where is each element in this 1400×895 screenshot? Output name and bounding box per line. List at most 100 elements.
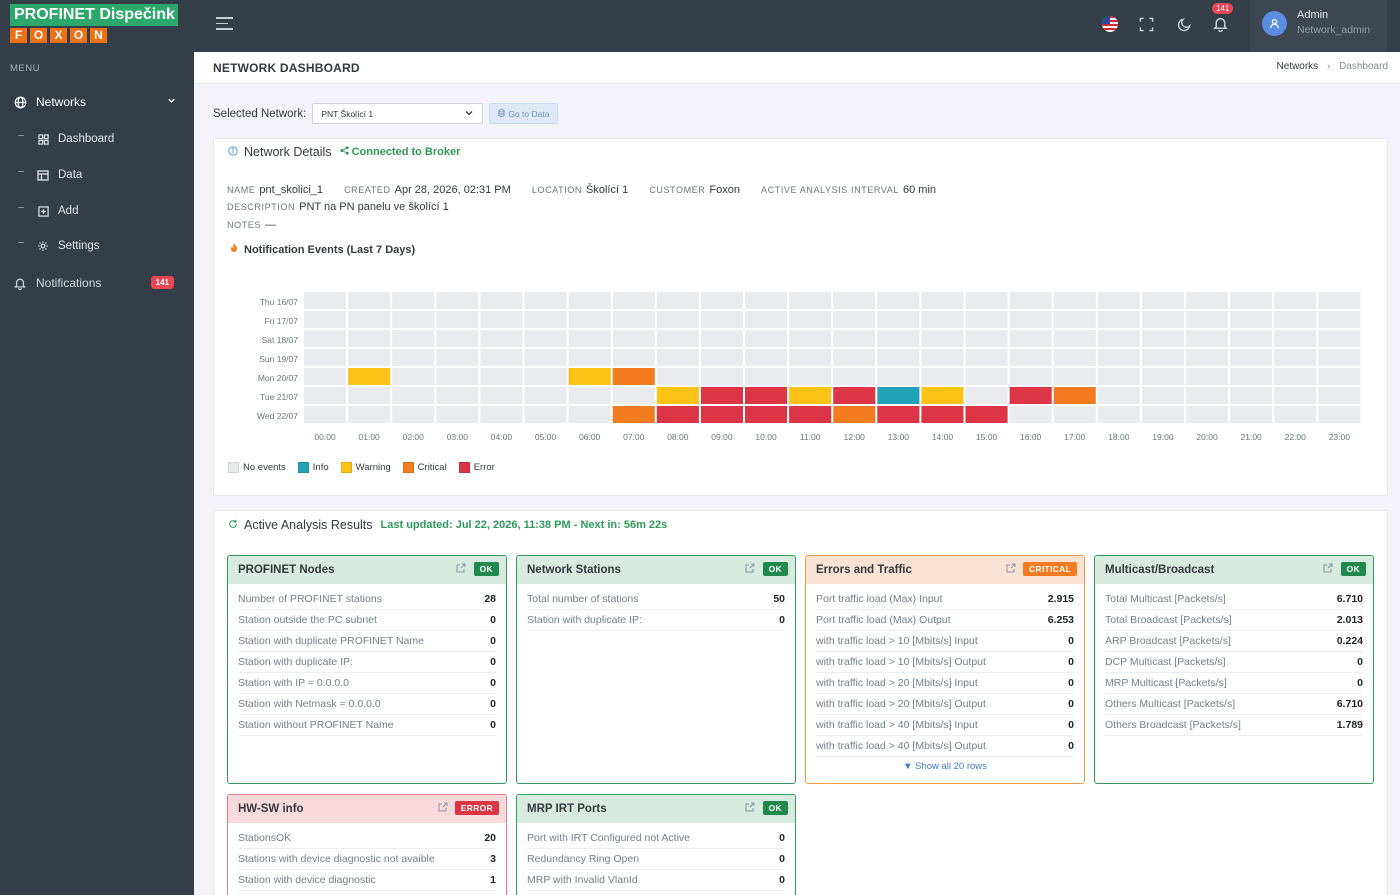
heatmap-cell[interactable] xyxy=(1009,311,1052,328)
heatmap-cell[interactable] xyxy=(921,387,964,404)
heatmap-cell[interactable] xyxy=(656,292,699,309)
heatmap-cell[interactable] xyxy=(745,311,788,328)
heatmap-cell[interactable] xyxy=(524,349,567,366)
heatmap-cell[interactable] xyxy=(480,406,523,423)
heatmap-cell[interactable] xyxy=(1053,406,1096,423)
external-link-icon[interactable] xyxy=(1323,563,1333,573)
heatmap-cell[interactable] xyxy=(392,311,435,328)
heatmap-cell[interactable] xyxy=(833,349,876,366)
heatmap-cell[interactable] xyxy=(612,349,655,366)
heatmap-cell[interactable] xyxy=(921,349,964,366)
heatmap-cell[interactable] xyxy=(877,387,920,404)
heatmap-cell[interactable] xyxy=(612,406,655,423)
heatmap-cell[interactable] xyxy=(1141,349,1184,366)
heatmap-cell[interactable] xyxy=(1230,311,1273,328)
heatmap-cell[interactable] xyxy=(1053,368,1096,385)
heatmap-cell[interactable] xyxy=(1141,368,1184,385)
heatmap-cell[interactable] xyxy=(745,292,788,309)
heatmap-cell[interactable] xyxy=(789,311,832,328)
heatmap-cell[interactable] xyxy=(436,330,479,347)
heatmap-cell[interactable] xyxy=(1230,387,1273,404)
heatmap-cell[interactable] xyxy=(877,330,920,347)
heatmap-cell[interactable] xyxy=(1318,330,1361,347)
heatmap-cell[interactable] xyxy=(965,311,1008,328)
heatmap-cell[interactable] xyxy=(877,406,920,423)
heatmap-cell[interactable] xyxy=(1186,292,1229,309)
heatmap-cell[interactable] xyxy=(436,311,479,328)
heatmap-cell[interactable] xyxy=(921,368,964,385)
heatmap-cell[interactable] xyxy=(568,387,611,404)
heatmap-cell[interactable] xyxy=(568,311,611,328)
heatmap-cell[interactable] xyxy=(1009,406,1052,423)
heatmap-cell[interactable] xyxy=(480,368,523,385)
heatmap-cell[interactable] xyxy=(524,292,567,309)
heatmap-cell[interactable] xyxy=(436,406,479,423)
external-link-icon[interactable] xyxy=(456,563,466,573)
heatmap-cell[interactable] xyxy=(921,406,964,423)
heatmap-cell[interactable] xyxy=(833,387,876,404)
heatmap-cell[interactable] xyxy=(700,292,743,309)
heatmap-cell[interactable] xyxy=(612,311,655,328)
heatmap-cell[interactable] xyxy=(1053,349,1096,366)
heatmap-cell[interactable] xyxy=(524,406,567,423)
external-link-icon[interactable] xyxy=(438,802,448,812)
heatmap-cell[interactable] xyxy=(348,311,391,328)
heatmap-cell[interactable] xyxy=(392,292,435,309)
external-link-icon[interactable] xyxy=(1006,563,1016,573)
heatmap-cell[interactable] xyxy=(877,311,920,328)
heatmap-cell[interactable] xyxy=(1318,292,1361,309)
heatmap-cell[interactable] xyxy=(833,368,876,385)
heatmap-cell[interactable] xyxy=(1009,349,1052,366)
heatmap-cell[interactable] xyxy=(1141,387,1184,404)
heatmap-cell[interactable] xyxy=(965,330,1008,347)
heatmap-cell[interactable] xyxy=(1141,311,1184,328)
heatmap-cell[interactable] xyxy=(392,368,435,385)
heatmap-cell[interactable] xyxy=(1186,330,1229,347)
heatmap-cell[interactable] xyxy=(1318,406,1361,423)
sidebar-item-add[interactable]: Add xyxy=(0,203,194,219)
heatmap-cell[interactable] xyxy=(480,330,523,347)
sidebar-item-networks[interactable]: Networks xyxy=(0,94,194,110)
heatmap-cell[interactable] xyxy=(965,406,1008,423)
heatmap-cell[interactable] xyxy=(1141,292,1184,309)
moon-icon[interactable] xyxy=(1174,14,1194,34)
heatmap-cell[interactable] xyxy=(656,368,699,385)
heatmap-cell[interactable] xyxy=(1230,292,1273,309)
heatmap-cell[interactable] xyxy=(745,387,788,404)
heatmap-cell[interactable] xyxy=(348,292,391,309)
network-select[interactable]: PNT Školící 1 xyxy=(312,103,484,124)
heatmap-cell[interactable] xyxy=(745,406,788,423)
heatmap-cell[interactable] xyxy=(1141,406,1184,423)
heatmap-cell[interactable] xyxy=(436,387,479,404)
heatmap-cell[interactable] xyxy=(700,406,743,423)
heatmap-cell[interactable] xyxy=(656,387,699,404)
heatmap-cell[interactable] xyxy=(304,387,347,404)
heatmap-cell[interactable] xyxy=(1053,311,1096,328)
heatmap-cell[interactable] xyxy=(392,387,435,404)
heatmap-cell[interactable] xyxy=(1186,311,1229,328)
heatmap-cell[interactable] xyxy=(348,349,391,366)
heatmap-cell[interactable] xyxy=(700,349,743,366)
heatmap-cell[interactable] xyxy=(348,330,391,347)
heatmap-cell[interactable] xyxy=(921,292,964,309)
heatmap-cell[interactable] xyxy=(1097,292,1140,309)
heatmap-cell[interactable] xyxy=(745,349,788,366)
heatmap-cell[interactable] xyxy=(348,368,391,385)
heatmap-cell[interactable] xyxy=(1097,349,1140,366)
show-all-rows-link[interactable]: ▼ Show all 20 rows xyxy=(903,761,987,772)
heatmap-cell[interactable] xyxy=(1097,368,1140,385)
heatmap-cell[interactable] xyxy=(1009,330,1052,347)
sidebar-item-settings[interactable]: Settings xyxy=(0,238,194,254)
heatmap-cell[interactable] xyxy=(700,311,743,328)
heatmap-cell[interactable] xyxy=(1274,349,1317,366)
heatmap-cell[interactable] xyxy=(568,368,611,385)
fullscreen-icon[interactable] xyxy=(1136,14,1156,34)
heatmap-cell[interactable] xyxy=(789,387,832,404)
heatmap-cell[interactable] xyxy=(1186,368,1229,385)
heatmap-cell[interactable] xyxy=(833,311,876,328)
heatmap-cell[interactable] xyxy=(921,311,964,328)
sidebar-item-notifications[interactable]: Notifications 141 xyxy=(0,275,194,291)
heatmap-cell[interactable] xyxy=(1053,330,1096,347)
heatmap-cell[interactable] xyxy=(1053,387,1096,404)
heatmap-cell[interactable] xyxy=(1097,387,1140,404)
